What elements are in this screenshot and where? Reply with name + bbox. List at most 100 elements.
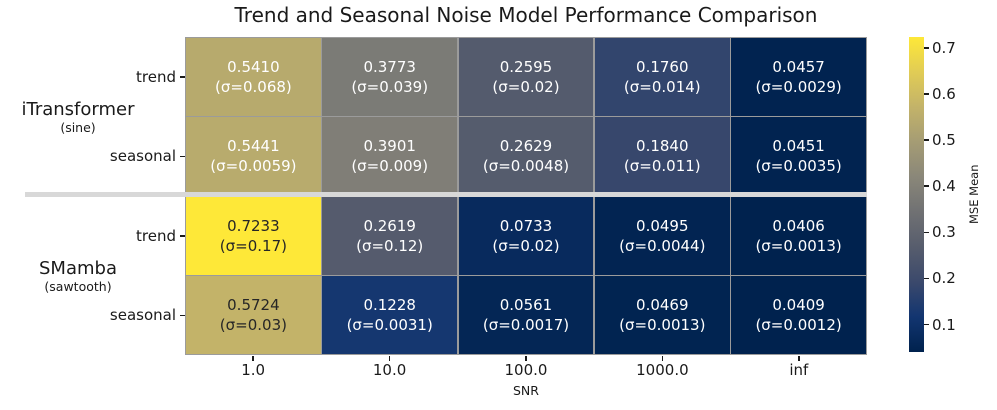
colorbar-tick-label: 0.1	[932, 315, 956, 334]
x-tick-mark	[525, 356, 527, 361]
colorbar-tick-label: 0.4	[932, 177, 956, 196]
y-tick-mark	[180, 76, 185, 78]
cell-std: (σ=0.0013)	[755, 236, 842, 255]
heatmap-cell: 0.0469 (σ=0.0013)	[594, 276, 730, 354]
heatmap-cell: 0.3773 (σ=0.039)	[322, 38, 458, 116]
heatmap-cell: 0.2629 (σ=0.0048)	[458, 117, 594, 196]
x-tick-mark	[252, 356, 254, 361]
y-tick-label: seasonal	[109, 306, 176, 325]
cell-value: 0.1840	[636, 137, 689, 156]
colorbar-tick-mark	[924, 277, 929, 280]
cell-value: 0.0733	[499, 216, 553, 235]
colorbar-tick-label: 0.6	[932, 84, 956, 103]
x-tick-mark	[661, 356, 664, 361]
cell-std: (σ=0.068)	[215, 77, 292, 96]
model-variant: (sine)	[60, 119, 96, 135]
model-name: iTransformer	[21, 98, 135, 120]
cell-value: 0.1760	[636, 57, 689, 76]
heatmap-cell: 0.1760 (σ=0.014)	[594, 38, 730, 116]
heatmap-cell: 0.5410 (σ=0.068)	[186, 38, 321, 116]
cell-value: 0.0406	[772, 216, 825, 235]
x-tick-mark	[388, 356, 391, 361]
cell-value: 0.5724	[227, 296, 280, 315]
heatmap-cell: 0.7233 (σ=0.17)	[186, 196, 321, 275]
cell-std: (σ=0.12)	[356, 236, 424, 255]
cell-std: (σ=0.014)	[623, 77, 701, 96]
model-group-label: iTransformer (sine)	[0, 99, 156, 135]
y-tick-label: trend	[136, 67, 176, 86]
heatmap-cell: 0.0409 (σ=0.0012)	[731, 276, 866, 354]
cell-std: (σ=0.011)	[623, 157, 701, 176]
cell-std: (σ=0.0031)	[346, 316, 433, 335]
heatmap-cell: 0.0406 (σ=0.0013)	[731, 196, 866, 275]
y-tick-mark	[180, 314, 185, 316]
heatmap-cell: 0.2595 (σ=0.02)	[458, 38, 594, 116]
cell-value: 0.0561	[499, 296, 553, 315]
y-tick-mark	[180, 155, 185, 157]
cell-std: (σ=0.0044)	[619, 236, 706, 255]
chart-title: Trend and Seasonal Noise Model Performan…	[234, 3, 818, 27]
colorbar	[909, 37, 924, 352]
colorbar-tick-mark	[924, 231, 929, 234]
cell-std: (σ=0.03)	[219, 316, 287, 335]
cell-value: 0.0469	[636, 296, 689, 315]
cell-value: 0.0451	[772, 137, 825, 156]
cell-value: 0.5441	[227, 137, 280, 156]
colorbar-tick-mark	[924, 93, 929, 95]
x-tick-label: 10.0	[372, 361, 407, 379]
x-tick-label: inf	[789, 361, 809, 379]
cell-value: 0.7233	[227, 216, 280, 235]
colorbar-tick-mark	[924, 185, 929, 187]
cell-std: (σ=0.02)	[492, 77, 560, 96]
cell-std: (σ=0.0029)	[755, 77, 842, 96]
colorbar-tick-mark	[924, 323, 929, 326]
y-tick-mark	[180, 235, 185, 237]
cell-std: (σ=0.17)	[219, 236, 287, 255]
cell-value: 0.3901	[363, 137, 416, 156]
heatmap-cell: 0.3901 (σ=0.009)	[322, 117, 458, 196]
heatmap-cell: 0.0495 (σ=0.0044)	[594, 196, 730, 275]
cell-value: 0.3773	[363, 57, 416, 76]
colorbar-tick-mark	[924, 47, 929, 49]
y-tick-label: seasonal	[109, 147, 176, 166]
cell-value: 0.0409	[772, 296, 825, 315]
cell-std: (σ=0.039)	[351, 77, 429, 96]
heatmap-cell: 0.1228 (σ=0.0031)	[322, 276, 458, 354]
heatmap-cell: 0.0457 (σ=0.0029)	[731, 38, 866, 116]
heatmap-cell: 0.1840 (σ=0.011)	[594, 117, 730, 196]
x-tick-label: 1000.0	[636, 361, 689, 379]
colorbar-tick-label: 0.2	[932, 269, 956, 288]
colorbar-tick-mark	[924, 139, 929, 141]
colorbar-tick-label: 0.3	[932, 223, 956, 242]
y-tick-label: trend	[136, 226, 176, 245]
cell-std: (σ=0.0048)	[482, 157, 570, 176]
cell-std: (σ=0.0013)	[619, 316, 706, 335]
cell-std: (σ=0.0059)	[210, 157, 297, 176]
cell-value: 0.5410	[227, 57, 280, 76]
cell-std: (σ=0.009)	[351, 157, 429, 176]
cell-std: (σ=0.0035)	[755, 157, 842, 176]
model-group-divider	[25, 192, 867, 197]
heatmap-cell: 0.0733 (σ=0.02)	[458, 196, 594, 275]
heatmap-cell: 0.0561 (σ=0.0017)	[458, 276, 594, 354]
heatmap-cell: 0.2619 (σ=0.12)	[322, 196, 458, 275]
model-variant: (sawtooth)	[44, 278, 112, 294]
model-name: SMamba	[39, 257, 117, 279]
heatmap-cell: 0.5441 (σ=0.0059)	[186, 117, 321, 196]
colorbar-tick-label: 0.7	[932, 38, 956, 57]
heatmap-cell: 0.0451 (σ=0.0035)	[731, 117, 866, 196]
x-tick-label: 100.0	[504, 361, 548, 379]
cell-std: (σ=0.0017)	[482, 316, 570, 335]
cell-value: 0.2595	[499, 57, 553, 76]
x-axis-title: SNR	[513, 383, 539, 398]
colorbar-tick-label: 0.5	[932, 131, 956, 150]
cell-std: (σ=0.02)	[492, 236, 560, 255]
x-tick-mark	[798, 356, 800, 361]
x-tick-label: 1.0	[241, 361, 266, 379]
cell-value: 0.0495	[636, 216, 689, 235]
heatmap-cell: 0.5724 (σ=0.03)	[186, 276, 321, 354]
cell-value: 0.2629	[499, 137, 553, 156]
cell-value: 0.0457	[772, 57, 825, 76]
cell-std: (σ=0.0012)	[755, 316, 842, 335]
